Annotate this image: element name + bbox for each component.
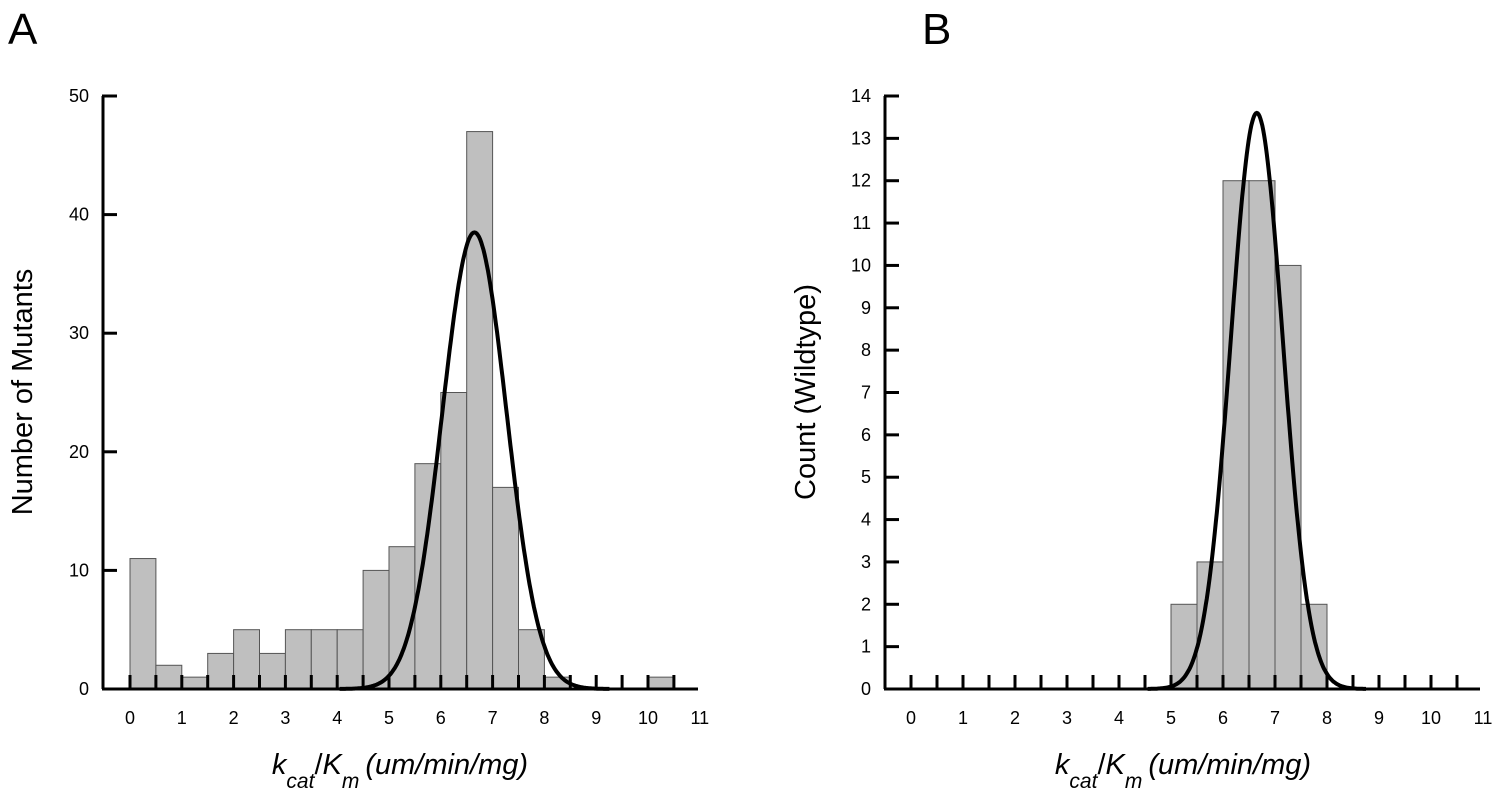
bar-a-1 bbox=[155, 664, 183, 690]
bar-b-3 bbox=[1248, 180, 1276, 690]
y-tick-label-b: 13 bbox=[851, 128, 871, 148]
x-tick-label-b: 5 bbox=[1166, 708, 1176, 728]
y-tick-label-b: 14 bbox=[851, 86, 871, 106]
x-tick-label-b: 9 bbox=[1374, 708, 1384, 728]
bar-a-5 bbox=[259, 652, 286, 690]
y-axis-title-a: Number of Mutants bbox=[7, 269, 39, 516]
bar-a-3 bbox=[207, 652, 235, 690]
bar-a-9 bbox=[362, 569, 390, 690]
histogram-bars-b bbox=[1170, 180, 1328, 690]
panel-label-a: A bbox=[8, 5, 38, 54]
y-tick-label-b: 12 bbox=[851, 171, 871, 191]
y-tick-label-b: 2 bbox=[861, 594, 871, 614]
x-tick-label-a: 2 bbox=[229, 708, 239, 728]
gaussian-fit-a bbox=[339, 230, 610, 691]
y-tick-label-b: 4 bbox=[861, 510, 871, 530]
bar-a-13 bbox=[466, 131, 494, 690]
bar-a-4 bbox=[233, 629, 261, 690]
bar-a-7 bbox=[310, 629, 338, 690]
x-tick-label-b: 1 bbox=[958, 708, 968, 728]
x-tick-label-a: 0 bbox=[125, 708, 135, 728]
bar-b-5 bbox=[1300, 603, 1328, 690]
bar-b-4 bbox=[1274, 264, 1302, 690]
bar-a-8 bbox=[336, 629, 364, 690]
x-tick-label-a: 3 bbox=[280, 708, 290, 728]
panel-label-b: B bbox=[922, 5, 951, 54]
y-tick-label-a: 40 bbox=[69, 205, 89, 225]
y-tick-label-b: 5 bbox=[861, 467, 871, 487]
bar-a-0 bbox=[129, 558, 157, 690]
x-tick-label-b: 0 bbox=[906, 708, 916, 728]
x-tick-label-b: 10 bbox=[1421, 708, 1441, 728]
y-tick-label-b: 7 bbox=[861, 383, 871, 403]
x-tick-label-b: 2 bbox=[1010, 708, 1020, 728]
gaussian-fit-b bbox=[1147, 110, 1366, 691]
bar-a-14 bbox=[492, 486, 520, 690]
histogram-bars-a bbox=[129, 131, 675, 690]
y-tick-label-b: 8 bbox=[861, 340, 871, 360]
y-tick-label-b: 10 bbox=[851, 255, 871, 275]
bar-a-2 bbox=[181, 676, 209, 690]
y-tick-label-a: 0 bbox=[79, 679, 89, 699]
x-tick-label-a: 8 bbox=[539, 708, 549, 728]
axes-a: 0 10 20 30 40 50 0 1 2 3 4 5 6 7 8 9 10 11 bbox=[69, 86, 709, 728]
y-tick-label-b: 6 bbox=[861, 425, 871, 445]
y-tick-label-b: 1 bbox=[861, 637, 871, 657]
y-tick-label-b: 9 bbox=[861, 298, 871, 318]
x-axis-title-a: kcat/Km(um/min/mg) bbox=[272, 749, 528, 793]
x-tick-label-a: 4 bbox=[332, 708, 342, 728]
x-tick-label-a: 5 bbox=[384, 708, 394, 728]
x-tick-label-a: 9 bbox=[591, 708, 601, 728]
y-tick-label-b: 11 bbox=[852, 213, 871, 233]
bar-a-6 bbox=[284, 629, 312, 690]
x-tick-label-a: 1 bbox=[177, 708, 187, 728]
x-tick-label-a: 11 bbox=[690, 708, 709, 728]
y-tick-label-a: 30 bbox=[69, 323, 89, 343]
x-tick-label-b: 11 bbox=[1474, 708, 1493, 728]
y-axis-title-b: Count (Wildtype) bbox=[790, 284, 822, 500]
x-tick-label-b: 6 bbox=[1218, 708, 1228, 728]
y-tick-label-a: 20 bbox=[69, 442, 89, 462]
x-tick-label-b: 3 bbox=[1062, 708, 1072, 728]
y-tick-label-a: 10 bbox=[69, 560, 89, 580]
bar-a-12 bbox=[440, 392, 468, 690]
bar-a-17 bbox=[647, 676, 675, 690]
x-tick-label-b: 8 bbox=[1322, 708, 1332, 728]
panel-a: A 0 10 20 30 40 50 0 1 2 3 4 5 6 7 8 9 10 11 Number of Mu… bbox=[7, 5, 709, 793]
x-tick-label-a: 7 bbox=[488, 708, 498, 728]
x-tick-label-b: 7 bbox=[1270, 708, 1280, 728]
y-tick-label-b: 3 bbox=[861, 552, 871, 572]
y-tick-label-b: 0 bbox=[861, 679, 871, 699]
x-axis-title-b: kcat/Km(um/min/mg) bbox=[1055, 749, 1311, 793]
y-tick-label-a: 50 bbox=[69, 86, 89, 106]
x-tick-label-a: 6 bbox=[436, 708, 446, 728]
x-tick-label-a: 10 bbox=[638, 708, 658, 728]
x-tick-label-b: 4 bbox=[1114, 708, 1124, 728]
